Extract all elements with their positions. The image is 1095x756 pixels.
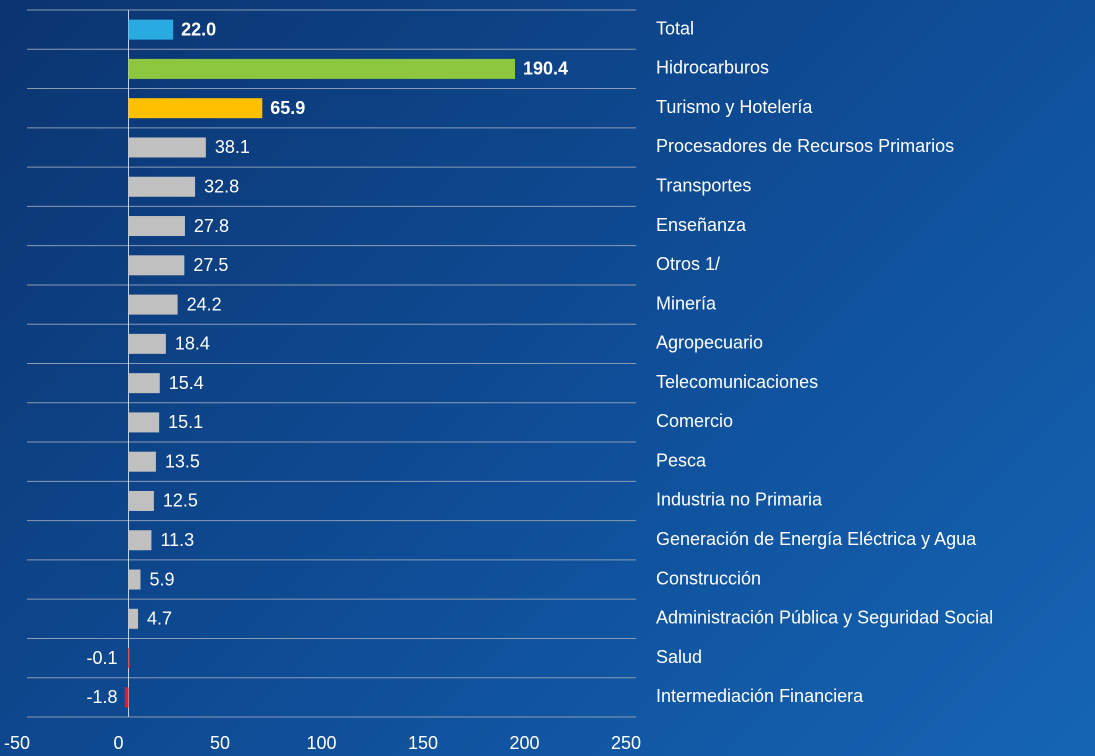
x-tick-label: 200 — [509, 733, 539, 753]
category-label: Generación de Energía Eléctrica y Agua — [656, 529, 977, 549]
bar — [128, 19, 174, 40]
category-label: Minería — [656, 293, 717, 313]
bar — [128, 569, 141, 590]
category-label: Turismo y Hotelería — [656, 97, 813, 117]
category-label: Pesca — [656, 450, 707, 470]
value-label: 65.9 — [270, 98, 305, 118]
value-label: -0.1 — [86, 648, 117, 668]
category-label: Salud — [656, 647, 702, 667]
value-label: 13.5 — [165, 451, 200, 471]
category-label: Telecomunicaciones — [656, 372, 818, 392]
bar — [128, 294, 178, 315]
bar — [128, 490, 154, 511]
category-label: Administración Pública y Seguridad Socia… — [656, 608, 993, 628]
bar — [128, 451, 156, 472]
category-label: Intermediación Financiera — [656, 686, 864, 706]
bar — [128, 333, 166, 354]
value-label: 24.2 — [187, 294, 222, 314]
value-label: 22.0 — [181, 19, 216, 39]
category-label: Enseñanza — [656, 215, 747, 235]
value-label: 4.7 — [147, 609, 172, 629]
value-label: 38.1 — [215, 137, 250, 157]
bar — [128, 137, 206, 158]
category-label: Agropecuario — [656, 333, 763, 353]
value-label: 27.8 — [194, 216, 229, 236]
bar — [128, 176, 196, 197]
x-tick-label: 0 — [113, 733, 123, 753]
value-label: 27.5 — [193, 255, 228, 275]
category-label: Industria no Primaria — [656, 490, 823, 510]
x-tick-label: 250 — [611, 733, 641, 753]
bar — [128, 98, 263, 119]
bar — [128, 216, 185, 237]
category-label: Procesadores de Recursos Primarios — [656, 136, 954, 156]
bar — [128, 58, 516, 79]
category-label: Hidrocarburos — [656, 58, 769, 78]
bar — [128, 608, 139, 629]
x-tick-label: 50 — [210, 733, 230, 753]
x-tick-label: 100 — [306, 733, 336, 753]
category-label: Total — [656, 18, 694, 38]
value-label: 18.4 — [175, 334, 210, 354]
value-label: -1.8 — [86, 687, 117, 707]
category-label: Construcción — [656, 568, 761, 588]
x-tick-label: 150 — [408, 733, 438, 753]
value-label: 32.8 — [204, 177, 239, 197]
value-label: 190.4 — [523, 59, 568, 79]
category-label: Otros 1/ — [656, 254, 720, 274]
value-label: 15.4 — [169, 373, 204, 393]
bar — [128, 373, 160, 394]
category-label: Transportes — [656, 176, 751, 196]
x-tick-label: -50 — [4, 733, 30, 753]
bar — [128, 530, 152, 551]
bar — [124, 687, 129, 708]
value-label: 5.9 — [149, 569, 174, 589]
category-label: Comercio — [656, 411, 733, 431]
bar — [128, 648, 130, 669]
bar — [128, 412, 160, 433]
value-label: 15.1 — [168, 412, 203, 432]
value-label: 12.5 — [163, 491, 198, 511]
value-label: 11.3 — [160, 530, 194, 550]
bar — [128, 255, 185, 276]
